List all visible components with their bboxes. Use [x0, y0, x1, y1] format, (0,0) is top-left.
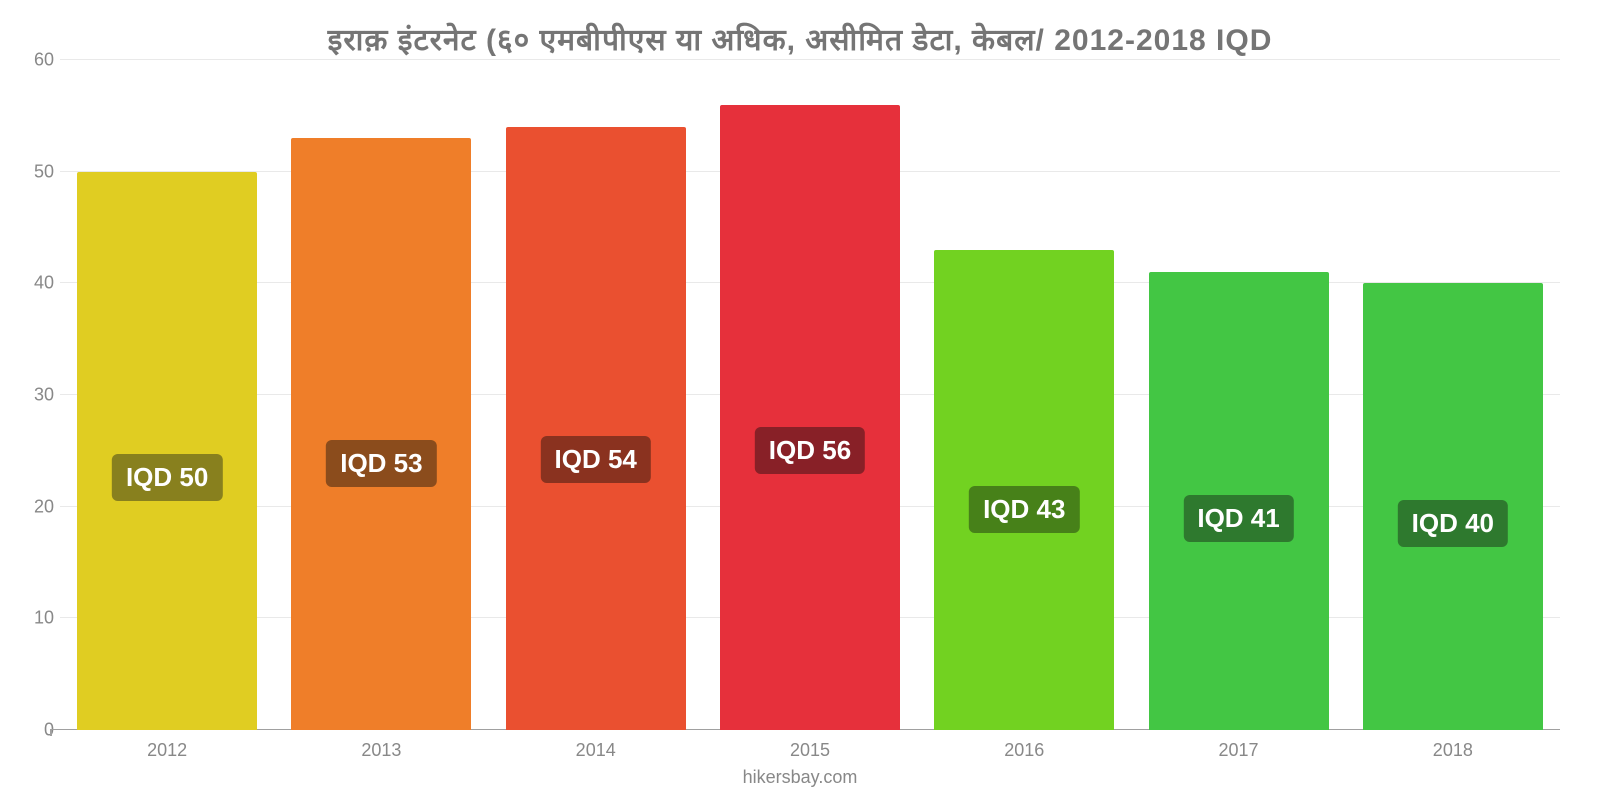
- bar: IQD 56: [720, 105, 900, 730]
- x-tick-label: 2012: [147, 740, 187, 761]
- y-tick-label: 0: [14, 720, 54, 741]
- axis-baseline-tick: [50, 730, 52, 736]
- x-tick-label: 2014: [576, 740, 616, 761]
- value-badge: IQD 53: [326, 440, 436, 487]
- bar: IQD 54: [506, 127, 686, 730]
- bars-group: IQD 502012IQD 532013IQD 542014IQD 562015…: [60, 60, 1560, 730]
- y-tick-label: 10: [14, 608, 54, 629]
- bar-slot: IQD 532013: [274, 60, 488, 730]
- bar: IQD 53: [291, 138, 471, 730]
- plot-area: 0102030405060 IQD 502012IQD 532013IQD 54…: [60, 60, 1560, 730]
- value-badge: IQD 50: [112, 454, 222, 501]
- y-tick-label: 50: [14, 161, 54, 182]
- bar-slot: IQD 542014: [489, 60, 703, 730]
- attribution-text: hikersbay.com: [0, 767, 1600, 788]
- bar-slot: IQD 502012: [60, 60, 274, 730]
- bar: IQD 50: [77, 172, 257, 730]
- x-tick-label: 2016: [1004, 740, 1044, 761]
- value-badge: IQD 54: [541, 436, 651, 483]
- x-tick-label: 2018: [1433, 740, 1473, 761]
- chart-title: इराक़ इंटरनेट (६० एमबीपीएस या अधिक, असीम…: [0, 18, 1600, 59]
- bar: IQD 40: [1363, 283, 1543, 730]
- bar-slot: IQD 402018: [1346, 60, 1560, 730]
- bar-slot: IQD 432016: [917, 60, 1131, 730]
- x-tick-label: 2013: [361, 740, 401, 761]
- chart-container: इराक़ इंटरनेट (६० एमबीपीएस या अधिक, असीम…: [0, 0, 1600, 800]
- x-tick-label: 2017: [1219, 740, 1259, 761]
- y-tick-label: 40: [14, 273, 54, 294]
- x-tick-label: 2015: [790, 740, 830, 761]
- value-badge: IQD 43: [969, 486, 1079, 533]
- y-tick-label: 30: [14, 385, 54, 406]
- bar: IQD 43: [934, 250, 1114, 730]
- value-badge: IQD 56: [755, 427, 865, 474]
- value-badge: IQD 40: [1398, 500, 1508, 547]
- bar-slot: IQD 412017: [1131, 60, 1345, 730]
- bar-slot: IQD 562015: [703, 60, 917, 730]
- bar: IQD 41: [1149, 272, 1329, 730]
- y-tick-label: 60: [14, 50, 54, 71]
- y-tick-label: 20: [14, 496, 54, 517]
- value-badge: IQD 41: [1183, 495, 1293, 542]
